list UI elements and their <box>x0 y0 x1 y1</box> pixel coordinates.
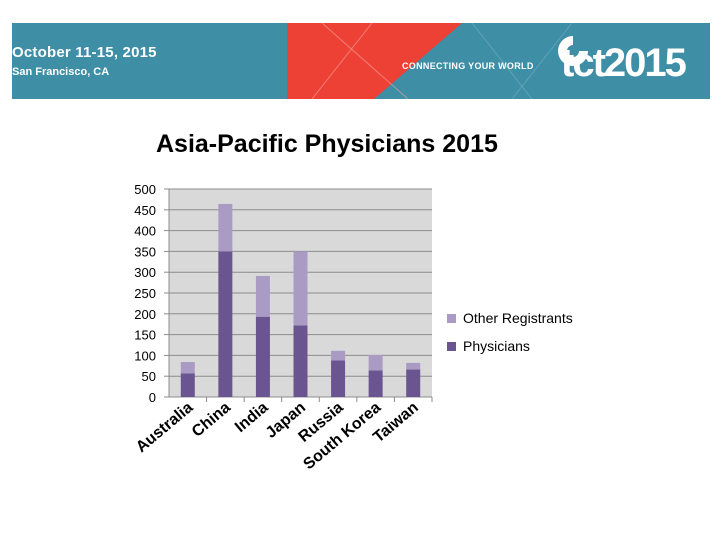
bar-other-registrants <box>180 362 195 374</box>
y-tick-label: 500 <box>134 182 156 197</box>
y-tick-label: 200 <box>134 307 156 322</box>
banner-background <box>287 23 573 99</box>
y-tick-label: 250 <box>134 286 156 301</box>
bar-physicians <box>255 316 270 397</box>
y-tick-label: 0 <box>149 390 156 405</box>
legend-swatch <box>447 314 456 323</box>
bar-other-registrants <box>255 275 270 317</box>
y-tick-label: 100 <box>134 348 156 363</box>
event-location: San Francisco, CA <box>12 66 110 78</box>
bar-physicians <box>368 370 383 397</box>
bar-other-registrants <box>293 251 308 326</box>
legend-label: Physicians <box>463 338 530 354</box>
bar-other-registrants <box>218 203 233 252</box>
bar-physicians <box>331 360 346 397</box>
chart-title: Asia-Pacific Physicians 2015 <box>156 130 498 158</box>
legend-swatch <box>447 342 456 351</box>
swirl-logo-icon <box>558 36 588 66</box>
event-banner: October 11-15, 2015 San Francisco, CA CO… <box>12 23 710 99</box>
y-tick-label: 300 <box>134 265 156 280</box>
bar-physicians <box>218 251 233 397</box>
bar-physicians <box>406 369 421 397</box>
x-category-label: China <box>189 399 234 441</box>
y-tick-label: 50 <box>142 369 156 384</box>
y-tick-label: 400 <box>134 224 156 239</box>
banner-red-stripe <box>287 23 462 99</box>
y-tick-label: 450 <box>134 203 156 218</box>
bar-other-registrants <box>406 362 421 370</box>
banner-tagline: CONNECTING YOUR WORLD <box>402 61 534 71</box>
y-tick-label: 350 <box>134 244 156 259</box>
legend-label: Other Registrants <box>463 310 573 326</box>
x-category-label: Australia <box>133 399 196 456</box>
y-tick-label: 150 <box>134 328 156 343</box>
bar-other-registrants <box>331 350 346 361</box>
brand-logo: tct2015 <box>555 33 687 93</box>
event-date: October 11-15, 2015 <box>12 44 157 61</box>
bar-other-registrants <box>368 354 383 371</box>
bar-physicians <box>180 373 195 397</box>
bar-physicians <box>293 325 308 397</box>
